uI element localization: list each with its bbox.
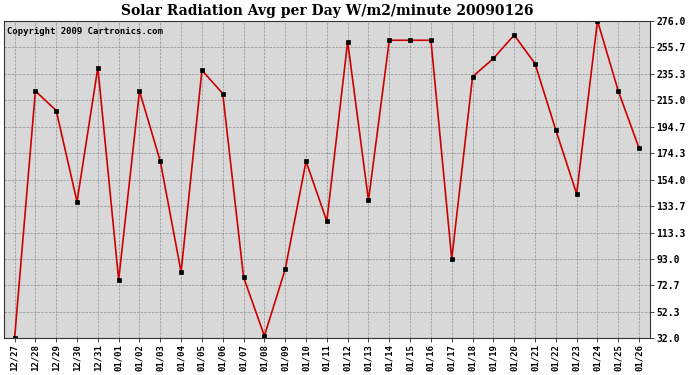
Title: Solar Radiation Avg per Day W/m2/minute 20090126: Solar Radiation Avg per Day W/m2/minute … xyxy=(121,4,533,18)
Text: Copyright 2009 Cartronics.com: Copyright 2009 Cartronics.com xyxy=(8,27,164,36)
